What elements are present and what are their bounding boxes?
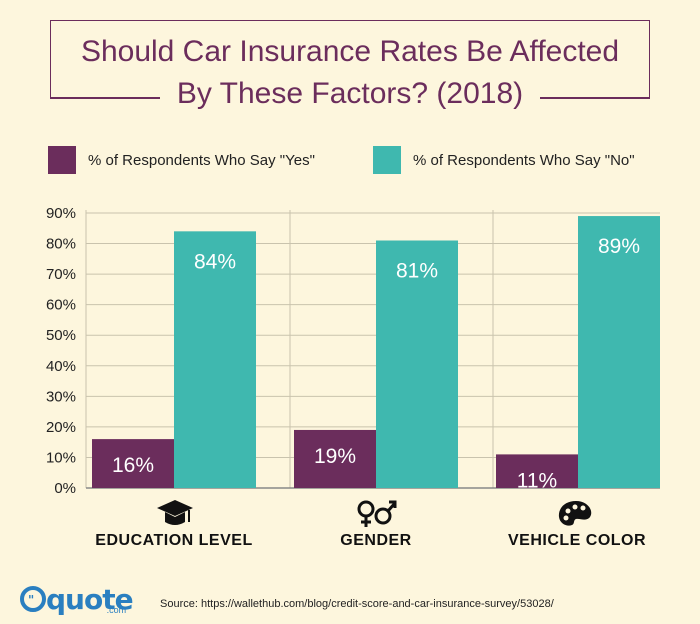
y-tick-label: 90% (46, 205, 76, 222)
category-label-vehicle-color: VEHICLE COLOR (507, 532, 647, 549)
y-tick-label: 30% (46, 388, 76, 405)
bar-yes (496, 454, 578, 488)
legend-label-yes: % of Respondents Who Say "Yes" (88, 151, 315, 169)
bar-yes (92, 439, 174, 488)
chart-title-line-2: By These Factors? (2018) (176, 77, 524, 110)
legend-item-yes: % of Respondents Who Say "Yes" (48, 146, 315, 174)
quote-logo: " quote .com (20, 583, 134, 616)
y-tick-label: 60% (46, 297, 76, 314)
bar-value-label: 89% (598, 235, 640, 258)
bar-no (578, 216, 660, 489)
bar-value-label: 16% (112, 454, 154, 477)
quote-logo-sub: .com (106, 605, 127, 615)
chart-title-line-1: Should Car Insurance Rates Be Affected (80, 35, 620, 68)
paint-palette-icon (558, 501, 592, 526)
legend-label-no: % of Respondents Who Say "No" (413, 151, 635, 169)
y-tick-label: 70% (46, 266, 76, 283)
quote-logo-text: quote (46, 582, 134, 616)
bar-chart: 0% 10% 20% 30% 40% 50% 60% 70% 80% 90% 16% 84% 19% 81… (46, 205, 660, 497)
legend-item-no: % of Respondents Who Say "No" (373, 146, 635, 174)
bar-yes (294, 429, 376, 488)
title-box: Should Car Insurance Rates Be Affected B… (50, 20, 650, 118)
quote-logo-icon: " (20, 586, 46, 612)
bar-no (376, 240, 458, 488)
bar-value-label: 19% (314, 445, 356, 468)
svg-text:": " (28, 593, 34, 607)
y-tick-label: 40% (46, 358, 76, 375)
y-tick-label: 20% (46, 419, 76, 436)
legend-swatch-yes (48, 146, 76, 174)
category-label-education: EDUCATION LEVEL (95, 532, 253, 549)
legend-swatch-no (373, 146, 401, 174)
bar-value-label: 81% (396, 260, 438, 283)
category-label-gender: GENDER (340, 532, 412, 549)
y-tick-label: 80% (46, 236, 76, 253)
graduation-cap-icon (157, 500, 193, 525)
bar-value-label: 84% (194, 250, 236, 273)
y-tick-label: 50% (46, 327, 76, 344)
gender-symbols-icon (357, 500, 397, 527)
bar-no (174, 231, 256, 489)
y-tick-label: 10% (46, 449, 76, 466)
y-tick-label: 0% (54, 480, 76, 497)
title-border (50, 20, 650, 99)
bar-value-label: 11% (517, 469, 557, 492)
source-citation: Source: https://wallethub.com/blog/credi… (160, 598, 554, 610)
